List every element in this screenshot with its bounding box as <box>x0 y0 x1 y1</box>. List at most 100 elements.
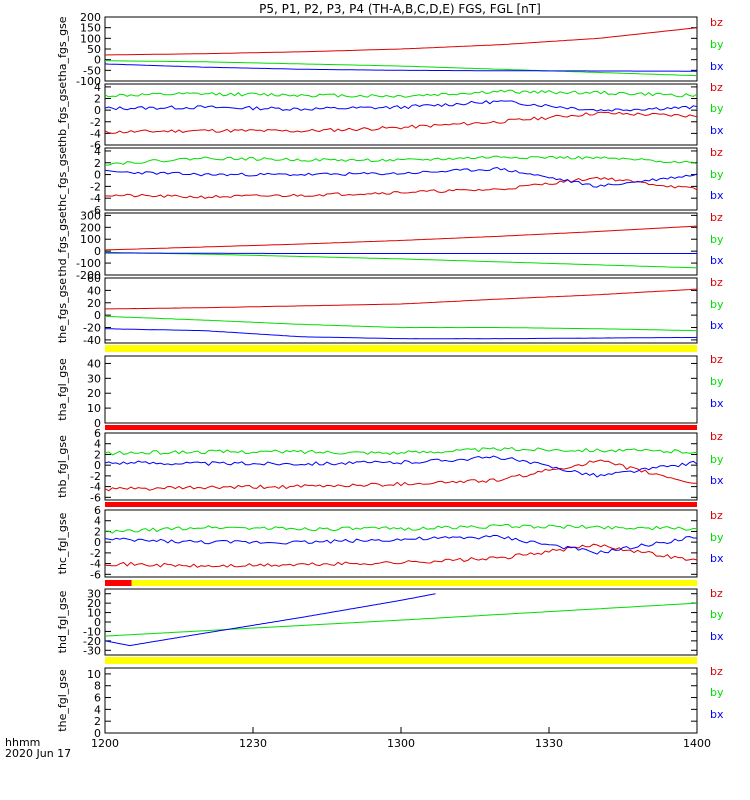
time-label: hhmm <box>5 736 40 749</box>
legend-by: by <box>710 453 724 466</box>
y-tick-label: 100 <box>80 32 101 45</box>
legend-bz: bz <box>710 276 723 289</box>
y-tick-label: -2 <box>90 470 101 483</box>
legend-by: by <box>710 298 724 311</box>
series-line-by <box>104 60 698 77</box>
plot-frame <box>104 432 698 501</box>
y-tick-label: -4 <box>90 481 101 494</box>
plot-frame <box>104 212 698 276</box>
y-axis-label: thb_fgl_gse <box>56 435 69 498</box>
y-axis-label: thc_fgs_gse <box>56 147 69 212</box>
status-bar <box>105 425 697 430</box>
x-tick-label: 1200 <box>91 737 119 750</box>
legend-bx: bx <box>710 708 724 721</box>
plot-frame <box>104 83 698 146</box>
y-tick-label: 4 <box>94 81 101 94</box>
legend-by: by <box>710 38 724 51</box>
plot-frame <box>104 588 698 656</box>
y-axis-label: thd_fgs_gse <box>56 211 69 277</box>
series-line-by <box>105 155 698 166</box>
y-tick-label: -50 <box>83 64 101 77</box>
legend-bz: bz <box>710 353 723 366</box>
y-tick-label: 10 <box>87 402 101 415</box>
figure-title: P5, P1, P2, P3, P4 (TH-A,B,C,D,E) FGS, F… <box>259 2 541 16</box>
y-tick-label: -200 <box>76 269 101 282</box>
series-line-by <box>104 315 698 332</box>
y-axis-label: tha_fgs_gse <box>56 16 69 81</box>
y-tick-label: -100 <box>76 75 101 88</box>
y-tick-label: 0 <box>94 459 101 472</box>
series-line-bz <box>104 27 698 56</box>
legend-bz: bz <box>710 81 723 94</box>
y-tick-label: 2 <box>94 448 101 461</box>
y-tick-label: 10 <box>87 668 101 681</box>
legend-by: by <box>710 102 724 115</box>
legend-by: by <box>710 531 724 544</box>
legend-bz: bz <box>710 665 723 678</box>
y-tick-label: 200 <box>80 221 101 234</box>
series-line-by <box>104 523 698 534</box>
y-tick-label: -2 <box>90 116 101 129</box>
y-tick-label: 0 <box>94 309 101 322</box>
y-tick-label: 6 <box>94 504 101 517</box>
y-tick-label: -4 <box>90 558 101 571</box>
y-tick-label: 6 <box>94 692 101 705</box>
y-tick-label: -10 <box>83 625 101 638</box>
y-tick-label: 60 <box>87 272 101 285</box>
y-tick-label: 300 <box>80 209 101 222</box>
y-tick-label: 10 <box>87 607 101 620</box>
panel-thb_fgs_gse: 420-2-4-6 thb_fgs_gse bz by bx <box>56 81 724 152</box>
legend-bx: bx <box>710 254 724 267</box>
y-tick-label: 100 <box>80 233 101 246</box>
y-tick-label: -6 <box>90 139 101 152</box>
legend-bz: bz <box>710 587 723 600</box>
y-tick-label: 30 <box>87 372 101 385</box>
x-tick-label: 1330 <box>535 737 563 750</box>
legend-bz: bz <box>710 16 723 29</box>
status-bar <box>105 580 132 586</box>
y-tick-label: 40 <box>87 357 101 370</box>
y-tick-label: 150 <box>80 22 101 35</box>
y-tick-label: -30 <box>83 644 101 657</box>
legend-by: by <box>710 375 724 388</box>
y-axis-label: thd_fgl_gse <box>56 590 69 653</box>
panel-thc_fgs_gse: 420-2-4-6 thc_fgs_gse bz by bx <box>56 145 724 217</box>
y-tick-label: 20 <box>87 387 101 400</box>
plot-frame <box>104 277 698 344</box>
y-tick-label: -40 <box>83 334 101 347</box>
legend-bx: bx <box>710 474 724 487</box>
series-line-by <box>104 251 698 269</box>
y-tick-label: 0 <box>94 417 101 430</box>
y-axis-label: the_fgl_gse <box>56 669 69 732</box>
legend-bx: bx <box>710 397 724 410</box>
status-bar <box>105 657 697 664</box>
series-line-by <box>104 602 698 637</box>
y-tick-label: 2 <box>94 93 101 106</box>
series-line-bz <box>104 111 698 134</box>
y-tick-label: 8 <box>94 680 101 693</box>
y-axis-label: tha_fgl_gse <box>56 358 69 421</box>
legend-bx: bx <box>710 319 724 332</box>
legend-bx: bx <box>710 60 724 73</box>
series-line-bx <box>104 252 697 254</box>
y-tick-label: 0 <box>94 536 101 549</box>
y-tick-label: 2 <box>94 715 101 728</box>
legend-bx: bx <box>710 630 724 643</box>
legend-bz: bz <box>710 146 723 159</box>
series-line-bx <box>104 455 698 478</box>
y-tick-label: 0 <box>94 616 101 629</box>
y-axis-label: thb_fgs_gse <box>56 82 69 148</box>
legend-bx: bx <box>710 124 724 137</box>
status-bar <box>131 580 697 586</box>
y-tick-label: -2 <box>90 547 101 560</box>
y-tick-label: 4 <box>94 145 101 158</box>
y-tick-label: 200 <box>80 11 101 24</box>
x-tick-label: 1300 <box>387 737 415 750</box>
